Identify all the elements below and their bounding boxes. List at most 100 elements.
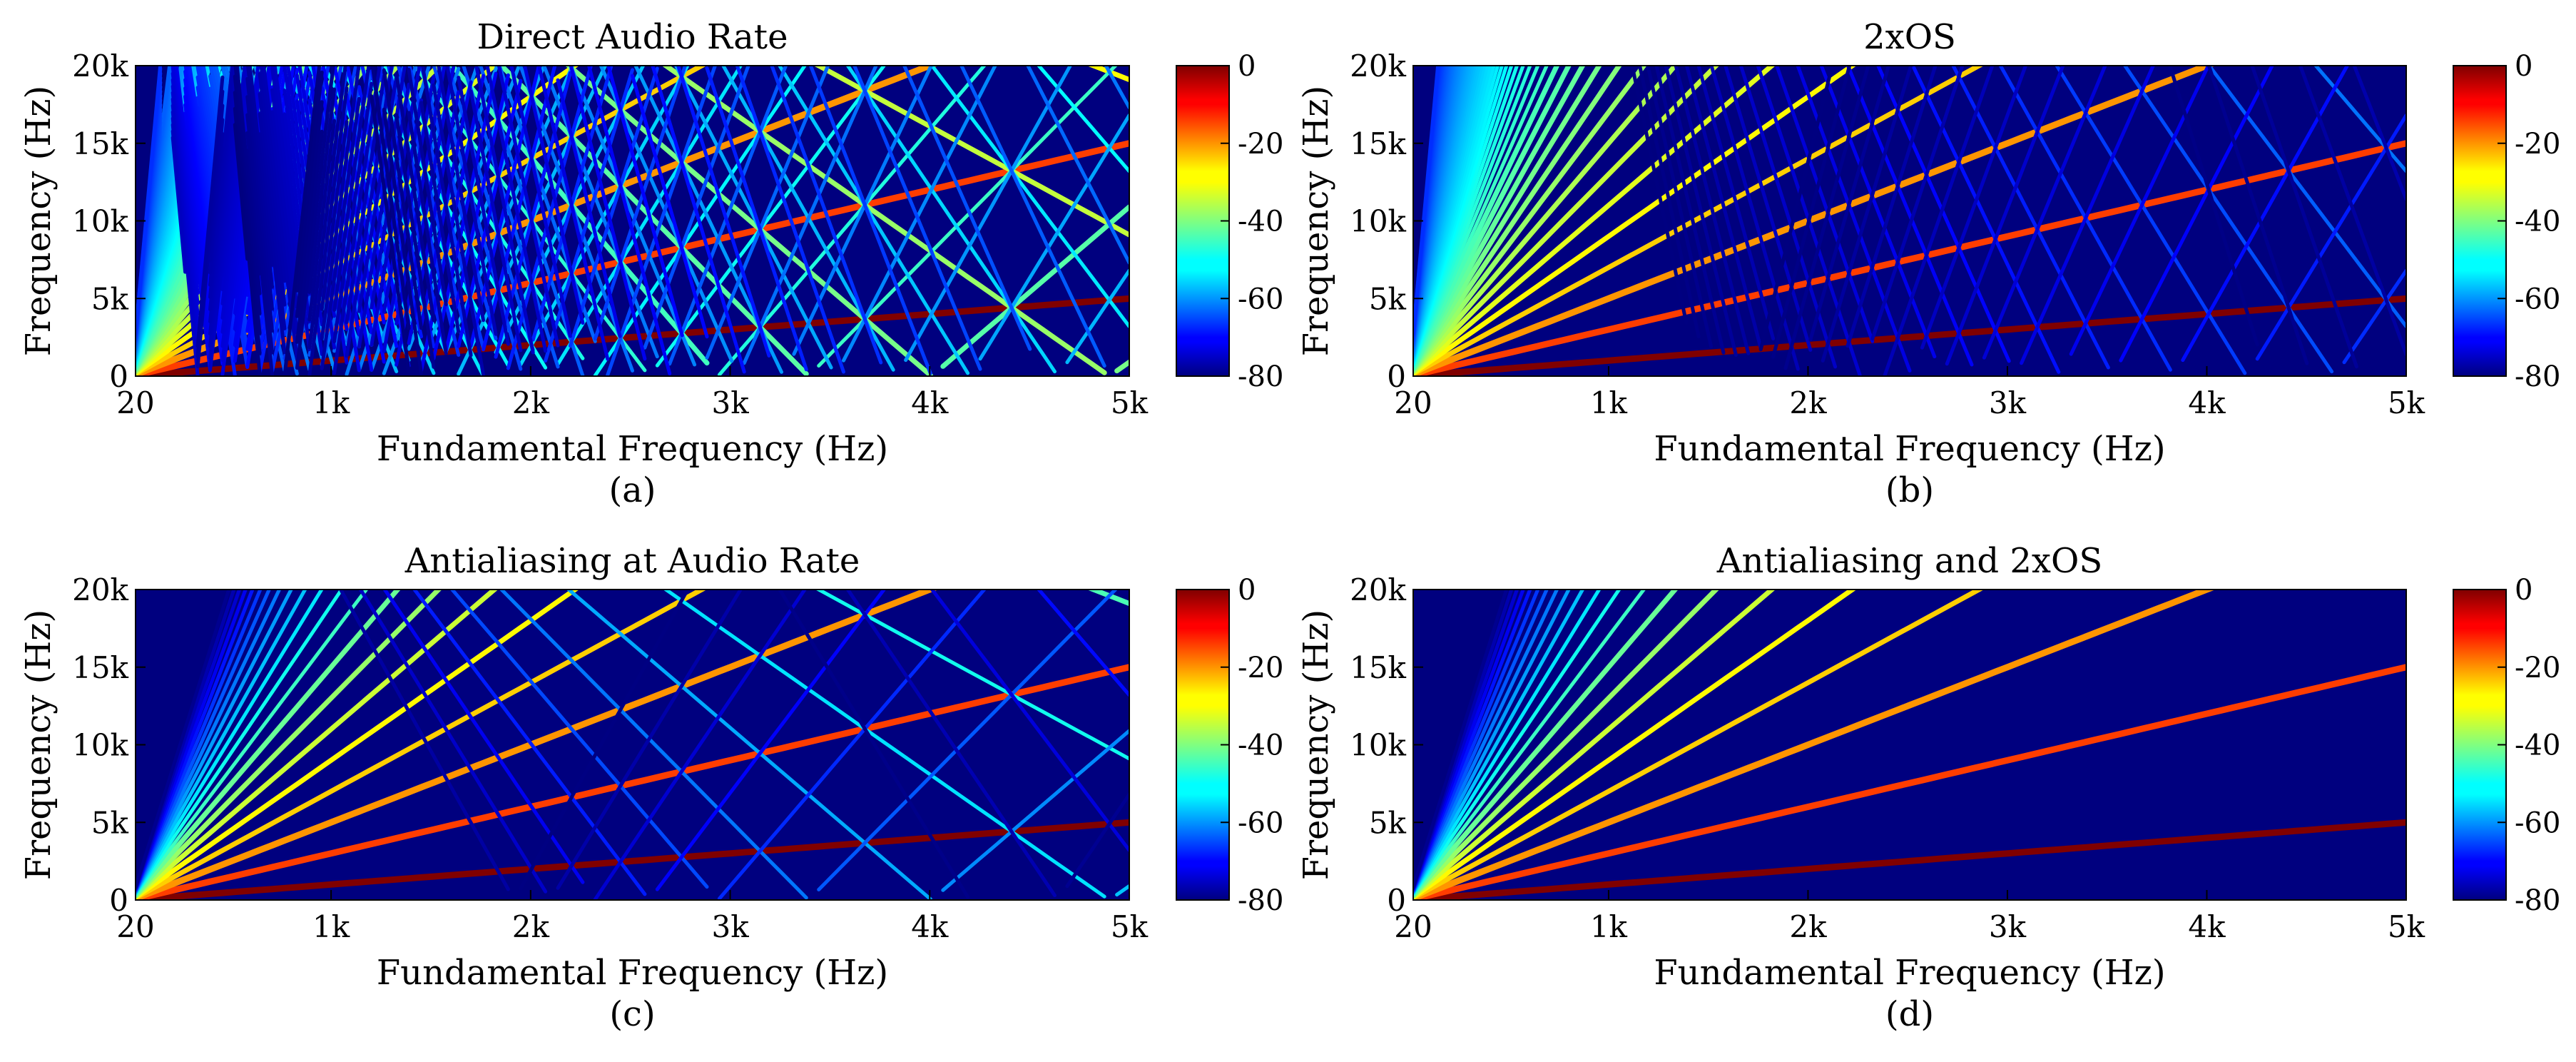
partial-trace xyxy=(295,100,324,318)
partial-trace xyxy=(457,76,510,346)
partial-trace xyxy=(1696,66,1776,340)
partial-trace xyxy=(904,66,1073,363)
partial-trace xyxy=(245,113,274,355)
partial-trace xyxy=(1413,590,1720,899)
partial-trace xyxy=(902,66,1032,351)
partial-trace xyxy=(370,66,411,330)
partial-trace xyxy=(420,66,473,358)
y-axis-label: Frequency (Hz) xyxy=(1296,86,1336,356)
colorbar-tick-label: -40 xyxy=(2515,206,2560,238)
x-tick-label: 2k xyxy=(1789,385,1827,420)
colorbar-tick-label: -80 xyxy=(2515,360,2560,393)
partial-trace xyxy=(1783,66,1870,370)
colorbar-tick-label: -80 xyxy=(2515,884,2560,917)
partial-trace xyxy=(1065,268,1129,365)
partial-trace xyxy=(370,94,411,373)
partial-trace xyxy=(569,66,697,367)
partial-trace xyxy=(2096,0,2406,16)
x-tick-label: 20 xyxy=(116,385,154,420)
partial-trace xyxy=(1413,66,2216,376)
x-tick-label: 5k xyxy=(2388,385,2425,420)
partial-trace xyxy=(1998,66,2172,372)
y-tick-label: 20k xyxy=(72,572,128,607)
partial-trace xyxy=(136,66,163,335)
partial-trace xyxy=(817,590,1119,891)
partial-trace xyxy=(2122,66,2334,374)
partial-trace xyxy=(1413,66,1440,335)
colorbar-tick-label: -40 xyxy=(1238,729,1283,762)
partial-trace xyxy=(320,120,349,311)
partial-trace xyxy=(1413,590,1585,895)
partial-trace xyxy=(1876,66,2011,363)
partial-trace xyxy=(1637,66,1701,339)
partial-trace xyxy=(474,66,535,355)
partial-trace xyxy=(382,590,585,884)
partial-trace xyxy=(817,66,1119,368)
partial-trace xyxy=(136,590,344,896)
x-tick-label: 4k xyxy=(911,385,949,420)
colorbar-tick-label: -20 xyxy=(2515,128,2560,161)
partial-trace xyxy=(1413,590,1532,892)
partial-trace xyxy=(295,70,324,293)
panel-d: 20 1k 2k 3k 4k 5k 0 5k 10k 15k 20k Antialiasing and… xyxy=(1296,541,2560,1034)
partial-trace xyxy=(445,66,498,336)
partial-trace xyxy=(1413,590,1857,900)
partial-trace xyxy=(1413,66,1985,376)
y-tick-label: 20k xyxy=(72,49,128,84)
partial-trace xyxy=(1413,66,1549,369)
partial-trace xyxy=(593,66,688,341)
x-tick-label: 3k xyxy=(711,385,749,420)
partial-trace xyxy=(556,78,622,338)
partial-trace xyxy=(270,88,299,283)
colorbar xyxy=(1176,589,1230,901)
partial-trace xyxy=(136,590,293,894)
partial-trace xyxy=(1413,66,1720,375)
partial-trace xyxy=(940,204,1129,369)
partial-trace xyxy=(1413,590,1514,890)
partial-trace xyxy=(320,96,361,370)
partial-trace xyxy=(136,590,580,900)
partial-trace xyxy=(136,819,1129,900)
partial-trace xyxy=(2298,66,2406,357)
partial-trace xyxy=(394,113,436,369)
partial-trace xyxy=(245,66,274,289)
partial-trace xyxy=(1413,66,1525,368)
partial-trace xyxy=(2055,66,2247,375)
y-tick-label: 0 xyxy=(1387,359,1406,394)
partial-trace xyxy=(813,66,1129,238)
partial-trace xyxy=(437,66,485,323)
y-tick-label: 10k xyxy=(72,728,128,763)
colorbar-tick-label: 0 xyxy=(1238,574,1256,607)
x-tick-label: 5k xyxy=(1111,909,1149,944)
panel-label: (c) xyxy=(609,994,655,1034)
partial-trace xyxy=(1114,359,1129,374)
partial-trace xyxy=(930,590,1129,852)
partial-trace xyxy=(394,71,436,322)
partial-trace xyxy=(1413,66,1602,373)
partial-trace xyxy=(457,66,608,376)
partial-trace xyxy=(469,66,541,348)
x-tick-label: 1k xyxy=(1590,909,1628,944)
partial-trace xyxy=(419,101,461,334)
partial-trace xyxy=(1413,66,1647,374)
partial-trace xyxy=(1758,66,1834,352)
partial-trace xyxy=(1413,66,1540,368)
x-tick-label: 1k xyxy=(1590,385,1628,420)
partial-trace xyxy=(1036,590,1129,697)
partial-trace xyxy=(1756,66,1862,376)
partial-trace xyxy=(432,83,485,376)
partial-trace xyxy=(1413,590,1519,891)
y-tick-label: 15k xyxy=(72,650,128,685)
partial-trace xyxy=(248,66,274,267)
partial-trace xyxy=(2255,113,2406,361)
partial-trace xyxy=(282,66,322,376)
partial-trace xyxy=(258,132,287,355)
spectrum-lines xyxy=(1413,0,2406,376)
colorbar-tick-label: -60 xyxy=(2515,806,2560,839)
partial-trace xyxy=(332,81,374,344)
partial-trace xyxy=(1413,66,1679,374)
partial-trace xyxy=(808,66,932,375)
partial-trace xyxy=(1026,66,1129,265)
partial-trace xyxy=(1413,590,1509,889)
